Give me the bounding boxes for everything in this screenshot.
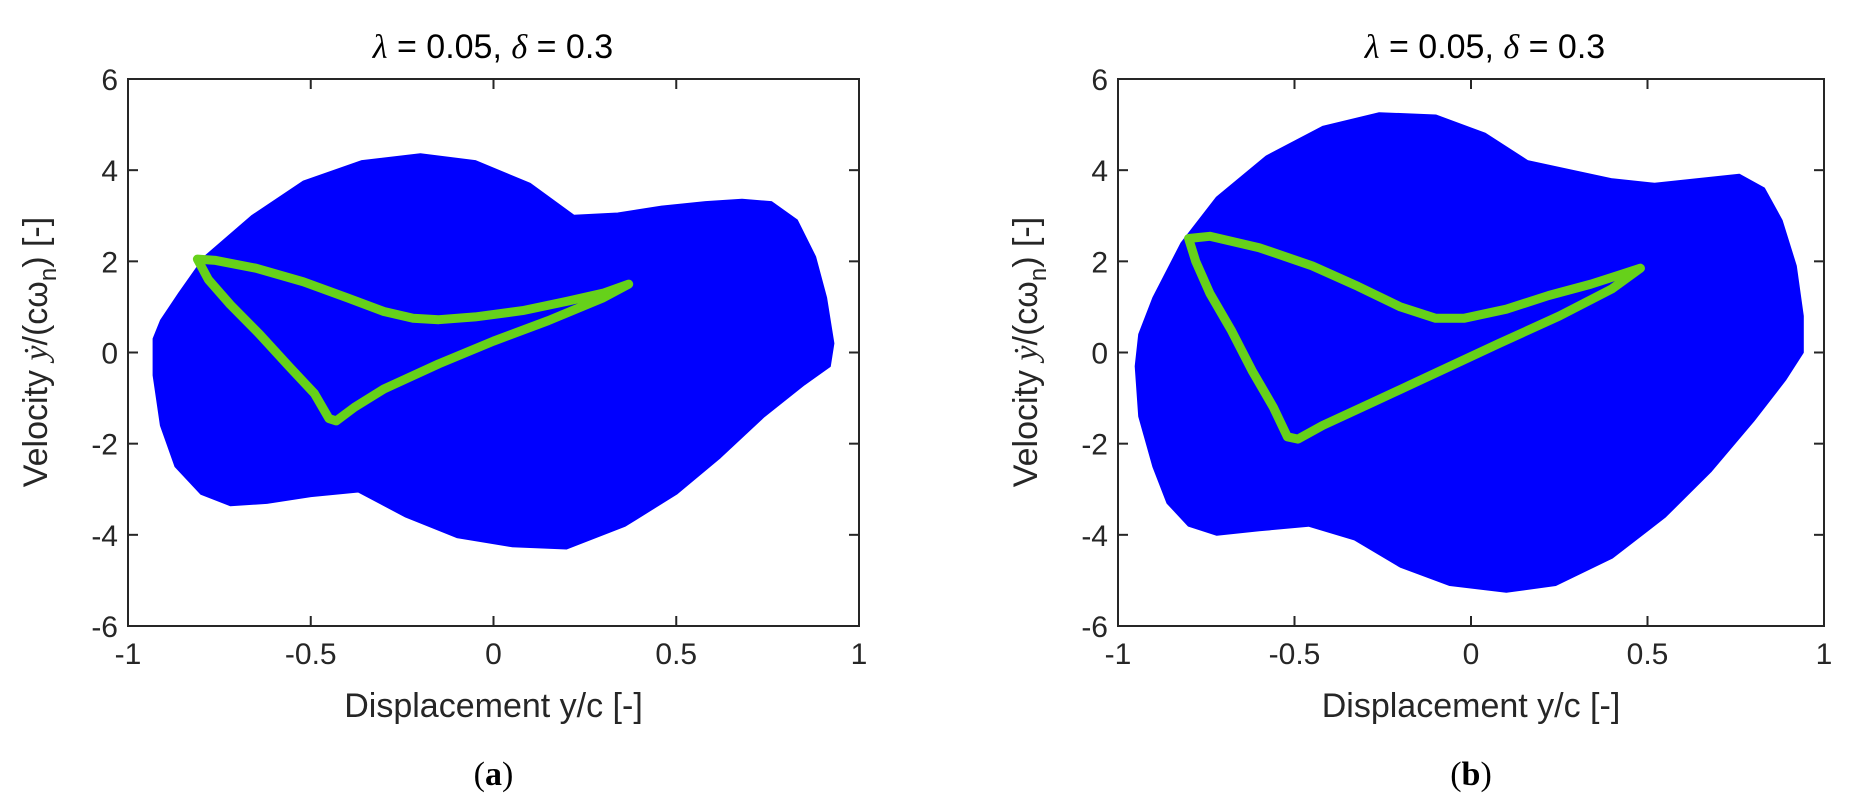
y-label-prefix: Velocity: [17, 361, 55, 488]
x-tick-label: 1: [1816, 638, 1833, 671]
y-tick-label: 6: [1091, 64, 1108, 97]
y-tick-label: -2: [1081, 429, 1108, 462]
y-tick-label: 2: [1091, 246, 1108, 279]
title-delta: δ: [511, 29, 528, 66]
title-lambda-value: = 0.05,: [388, 28, 512, 66]
y-tick-label: 4: [1091, 155, 1108, 188]
y-tick-label: 0: [101, 338, 118, 371]
orbit-line: [1184, 231, 1645, 444]
panel-label: (b): [1450, 756, 1492, 793]
y-label-mid: /(cω: [1007, 281, 1045, 345]
x-tick-label: -0.5: [1269, 638, 1321, 671]
x-tick-label: 0.5: [1627, 638, 1669, 671]
title-lambda: λ: [372, 29, 388, 66]
chart-panel-b: -1 -0.5 0 0.5 1 -6 -4 -2 0 2 4 6 λ = 0.05, δ = 0.3 Di…: [1007, 28, 1832, 793]
y-tick-label: -6: [1081, 611, 1108, 644]
y-tick-label: 2: [101, 246, 118, 279]
y-tick-label: -6: [91, 611, 118, 644]
y-axis-label: Velocity ẏ/(cωn) [-]: [1007, 217, 1052, 487]
title-delta: δ: [1503, 29, 1520, 66]
y-label-prefix: Velocity: [1007, 361, 1045, 488]
chart-title: λ = 0.05, δ = 0.3: [1364, 28, 1605, 66]
title-lambda: λ: [1364, 29, 1380, 66]
panel-label-letter: a: [485, 756, 502, 793]
y-label-suffix: ) [-]: [1007, 217, 1045, 268]
x-tick-label: 0: [485, 638, 502, 671]
x-tick-label: 1: [851, 638, 868, 671]
y-label-suffix: ) [-]: [17, 217, 55, 268]
title-lambda-value: = 0.05,: [1380, 28, 1504, 66]
plot-area: [1134, 112, 1804, 593]
y-tick-label: 0: [1091, 338, 1108, 371]
chart-title: λ = 0.05, δ = 0.3: [372, 28, 613, 66]
panel-label-close: ): [502, 756, 513, 793]
panel-label-letter: b: [1462, 756, 1481, 793]
y-tick-label: -4: [91, 520, 118, 553]
panel-label-close: ): [1480, 756, 1491, 793]
y-tick-label: -2: [91, 429, 118, 462]
orbit-line: [192, 254, 634, 426]
title-delta-value: = 0.3: [527, 28, 613, 66]
y-label-subscript: n: [35, 268, 62, 281]
y-label-subscript: n: [1025, 268, 1052, 281]
title-delta-value: = 0.3: [1519, 28, 1605, 66]
y-label-ydot: ẏ: [1008, 345, 1045, 364]
panel-label-open: (: [1450, 756, 1461, 793]
x-axis-label: Displacement y/c [-]: [1322, 687, 1621, 725]
x-tick-label: -1: [1105, 638, 1132, 671]
y-axis-label: Velocity ẏ/(cωn) [-]: [17, 217, 62, 487]
y-tick-label: -4: [1081, 520, 1108, 553]
chart-panel-a: -1 -0.5 0 0.5 1 -6 -4 -2 0 2 4 6 λ = 0.05, δ = 0.3 Di…: [17, 28, 867, 793]
y-label-mid: /(cω: [17, 281, 55, 345]
x-tick-label: -0.5: [285, 638, 337, 671]
panel-label: (a): [474, 756, 514, 793]
basin-region: [152, 153, 835, 550]
plot-area: [152, 153, 835, 550]
x-axis-label: Displacement y/c [-]: [344, 687, 643, 725]
x-tick-label: 0: [1463, 638, 1480, 671]
y-tick-label: 4: [101, 155, 118, 188]
y-tick-label: 6: [101, 64, 118, 97]
x-tick-label: 0.5: [655, 638, 697, 671]
y-label-ydot: ẏ: [18, 345, 55, 364]
panel-label-open: (: [474, 756, 485, 793]
x-tick-label: -1: [115, 638, 142, 671]
